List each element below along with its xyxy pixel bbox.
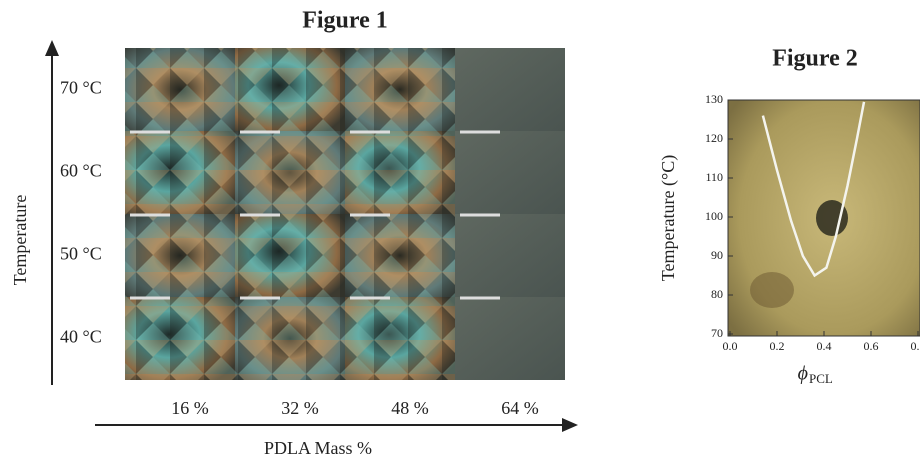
row-label: 50 °C [60,244,102,264]
page: {"figure1": {"title": "Figure 1", "y_lab… [0,0,920,460]
micrograph-texture [235,48,345,131]
axis-label: ϕ [798,363,808,385]
y-tick-label: 90 [711,248,723,262]
arrow-head [45,40,59,56]
micrograph-texture [345,214,455,297]
micrograph [455,214,565,297]
column-label: 32 % [281,398,319,418]
row-label: 40 °C [60,327,102,347]
axis-label: Temperature [10,195,30,286]
x-tick-label: 0.0 [723,339,738,353]
micrograph-texture [125,48,235,131]
x-tick-label: 0.8 [911,339,920,353]
micrograph [455,48,565,131]
micrograph-texture [235,297,345,380]
y-tick-label: 120 [705,131,723,145]
y-tick-label: 100 [705,209,723,223]
figure-title: Figure 1 [302,8,388,34]
x-tick-label: 0.4 [817,339,832,353]
micrograph [455,131,565,214]
micrograph-texture [125,131,235,214]
micrograph-texture [235,214,345,297]
micrograph-texture [345,297,455,380]
column-label: 48 % [391,398,429,418]
row-label: 60 °C [60,161,102,181]
arrow-head [562,418,578,432]
axis-label-sub: PCL [809,371,833,386]
micrograph-texture [125,214,235,297]
row-label: 70 °C [60,78,102,98]
figure-1: Figure 1 Temperature PDLA Mass % 70 °C 60… [10,8,578,459]
micrograph [455,297,565,380]
photo-spot [750,272,794,308]
figure-canvas: Figure 1 Temperature PDLA Mass % 70 °C 60… [0,0,920,460]
x-tick-label: 0.6 [864,339,879,353]
y-tick-label: 70 [711,326,723,340]
micrograph-texture [345,48,455,131]
micrograph-texture [235,131,345,214]
y-tick-label: 80 [711,287,723,301]
y-tick-label: 130 [705,92,723,106]
figure-2: Figure 2 Temperature (°C) ϕ PCL 70 80 90 10… [658,46,920,386]
micrograph-texture [125,297,235,380]
column-label: 16 % [171,398,209,418]
micrograph-texture [345,131,455,214]
figure-title: Figure 2 [772,46,858,72]
column-label: 64 % [501,398,539,418]
micrograph-grid [125,48,565,380]
axis-label: Temperature (°C) [658,155,679,281]
axis-label: PDLA Mass % [264,438,372,458]
y-tick-label: 110 [705,170,723,184]
x-tick-label: 0.2 [770,339,785,353]
